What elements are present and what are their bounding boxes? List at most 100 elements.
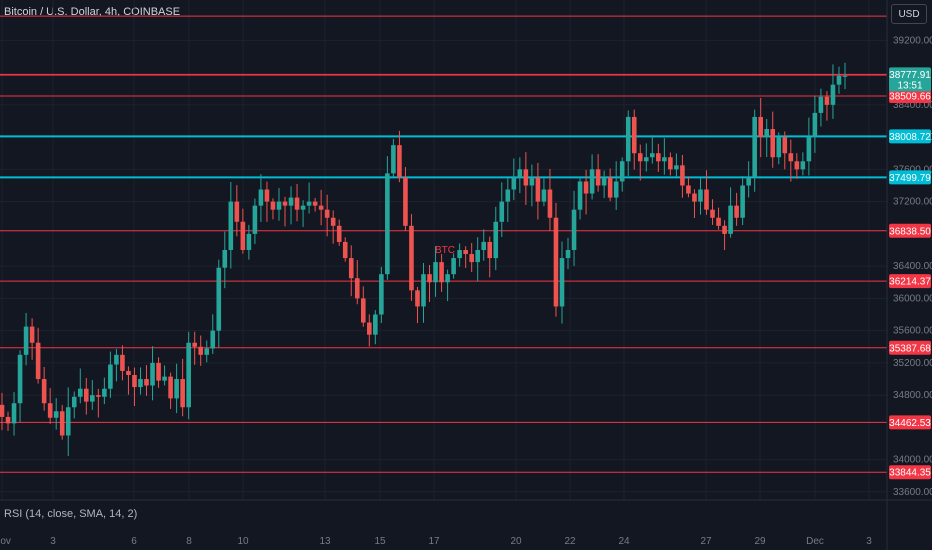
candle-body bbox=[571, 209, 577, 250]
candle-body bbox=[270, 201, 276, 210]
candle-body bbox=[812, 112, 818, 138]
y-tick-label: 37600.00 bbox=[893, 164, 932, 175]
currency-button[interactable]: USD bbox=[891, 4, 927, 24]
x-tick-label: 6 bbox=[131, 536, 137, 547]
candle-body bbox=[511, 177, 517, 190]
candle-body bbox=[625, 116, 631, 162]
candle-body bbox=[367, 322, 372, 335]
candle-body bbox=[631, 116, 637, 154]
candle-body bbox=[662, 157, 667, 162]
candle-body bbox=[818, 96, 824, 113]
candle-body bbox=[240, 221, 246, 250]
x-tick-label: 8 bbox=[186, 536, 192, 547]
price-tag-label: 37499.79 bbox=[889, 173, 931, 184]
candle-body bbox=[348, 258, 354, 279]
candle-body bbox=[192, 342, 197, 347]
price-tag bbox=[889, 465, 931, 480]
candle-body bbox=[330, 217, 336, 226]
candle-body bbox=[228, 201, 234, 250]
candle-body bbox=[300, 205, 306, 210]
candle-body bbox=[90, 395, 95, 402]
candle-body bbox=[246, 233, 252, 250]
x-tick-label: 22 bbox=[564, 536, 576, 547]
last-price-tag bbox=[889, 67, 931, 92]
candle-body bbox=[800, 161, 806, 170]
candle-body bbox=[264, 189, 270, 202]
x-tick-label: 15 bbox=[374, 536, 386, 547]
price-tag-label: 36838.50 bbox=[889, 226, 931, 237]
rsi-indicator-label[interactable]: RSI (14, close, SMA, 14, 2) bbox=[4, 508, 138, 520]
candle-body bbox=[342, 241, 348, 259]
candle-body bbox=[746, 177, 751, 186]
candle-body bbox=[776, 137, 782, 158]
candle-body bbox=[180, 379, 185, 408]
x-tick-label: 10 bbox=[237, 536, 249, 547]
candle-body bbox=[752, 116, 757, 178]
candle-body bbox=[842, 75, 848, 77]
x-tick-label: 3 bbox=[866, 536, 872, 547]
candle-body bbox=[204, 348, 210, 355]
candle-body bbox=[836, 75, 842, 85]
candle-body bbox=[493, 221, 499, 259]
candle-body bbox=[758, 116, 763, 138]
candle-body bbox=[403, 177, 408, 226]
candle-body bbox=[734, 205, 739, 218]
candle-body bbox=[529, 177, 535, 186]
candle-body bbox=[710, 209, 715, 218]
candle-body bbox=[487, 241, 493, 259]
candle-body bbox=[168, 376, 173, 399]
candle-body bbox=[354, 278, 360, 299]
candle-body bbox=[523, 169, 529, 186]
chart-title: Bitcoin / U.S. Dollar, 4h, COINBASE bbox=[4, 6, 181, 18]
candle-body bbox=[764, 129, 770, 138]
x-tick-label: 29 bbox=[754, 536, 766, 547]
candle-body bbox=[589, 169, 595, 194]
candle-body bbox=[643, 157, 649, 162]
y-tick-label: 34800.00 bbox=[893, 390, 932, 401]
candle-body bbox=[5, 416, 11, 424]
candle-body bbox=[451, 258, 456, 275]
candle-body bbox=[114, 354, 119, 365]
candle-body bbox=[77, 388, 83, 397]
candle-body bbox=[336, 225, 342, 242]
x-tick-label: 20 bbox=[510, 536, 522, 547]
x-tick-label: 17 bbox=[428, 536, 440, 547]
candle-body bbox=[656, 153, 661, 162]
candle-body bbox=[517, 169, 523, 178]
price-tag bbox=[889, 88, 931, 103]
candle-body bbox=[47, 403, 53, 418]
x-tick-label: 27 bbox=[700, 536, 712, 547]
candle-body bbox=[547, 189, 553, 218]
candle-body bbox=[150, 362, 155, 386]
candle-body bbox=[294, 197, 300, 210]
x-tick-label: Nov bbox=[0, 536, 11, 547]
candle-body bbox=[445, 274, 450, 283]
y-tick-label: 36400.00 bbox=[893, 261, 932, 272]
candle-body bbox=[120, 354, 125, 371]
candle-body bbox=[391, 145, 396, 174]
candle-body bbox=[481, 241, 487, 250]
candle-body bbox=[379, 274, 384, 315]
candle-body bbox=[421, 274, 426, 307]
candle-body bbox=[499, 201, 505, 222]
candle-body bbox=[84, 388, 89, 402]
candle-body bbox=[607, 177, 613, 198]
candle-body bbox=[216, 267, 222, 331]
candle-body bbox=[613, 181, 619, 198]
countdown-label: 13:51 bbox=[897, 80, 922, 91]
price-tag-label: 38509.66 bbox=[889, 91, 931, 102]
candle-body bbox=[469, 254, 474, 263]
price-tag bbox=[889, 223, 931, 238]
candle-body bbox=[234, 201, 240, 222]
y-tick-label: 39200.00 bbox=[893, 35, 932, 46]
candle-body bbox=[541, 189, 547, 202]
candle-body bbox=[535, 177, 541, 202]
y-tick-label: 33600.00 bbox=[893, 487, 932, 498]
candle-body bbox=[433, 262, 438, 283]
candle-body bbox=[680, 165, 685, 186]
candle-body bbox=[318, 205, 324, 210]
candle-body bbox=[692, 193, 697, 202]
candle-body bbox=[198, 346, 204, 355]
x-tick-label: Dec bbox=[806, 536, 824, 547]
